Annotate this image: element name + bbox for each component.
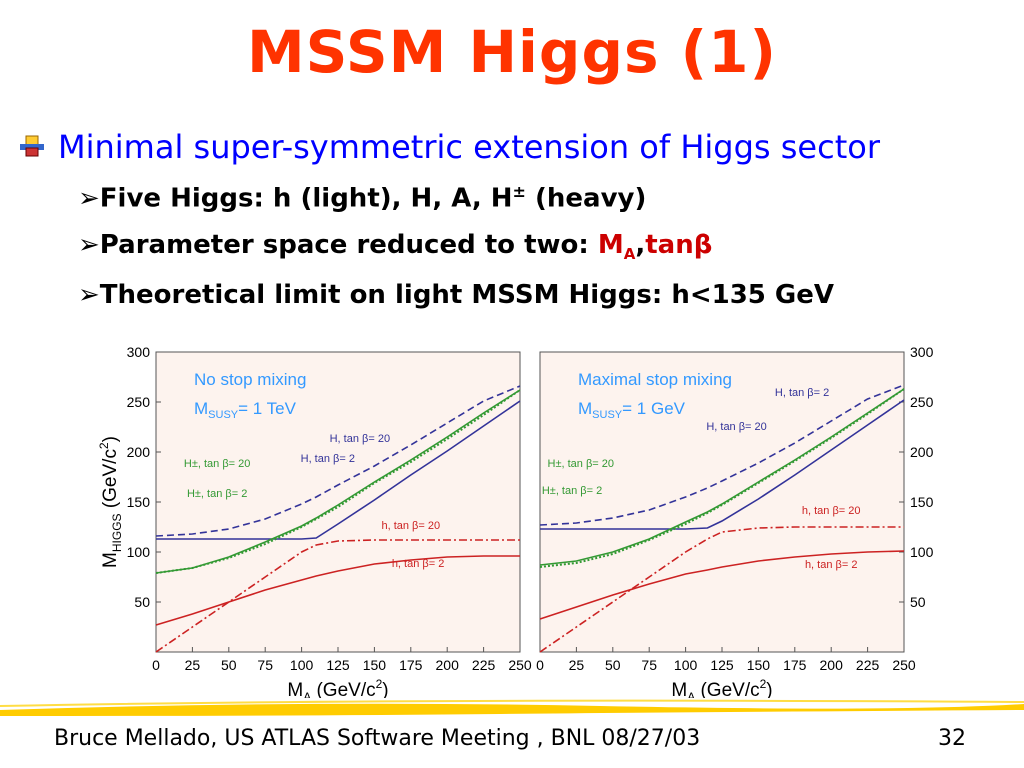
x-tick-label: 75: [257, 657, 273, 673]
x-tick-label: 50: [605, 657, 621, 673]
x-axis-label: MA (GeV/c2): [287, 677, 388, 698]
chart-panel-2: 0 25 50 75 100 125 150 175 200 225 250 50 100 150 200 2…: [536, 344, 933, 698]
series-line-6: [155, 389, 521, 574]
x-tick-label: 0: [536, 657, 544, 673]
subbullet-theoretical-limit: ➢Theoretical limit on light MSSM Higgs: …: [78, 280, 834, 310]
y-tick-label: 200: [910, 444, 934, 460]
x-tick-label: 200: [820, 657, 844, 673]
y-tick-label: 250: [910, 394, 934, 410]
y-axis-label: MHIGGS (GeV/c2): [97, 436, 124, 568]
param-ma: M: [597, 230, 624, 260]
series-annotation: h, tan β= 2: [805, 559, 858, 571]
x-tick-label: 225: [472, 657, 496, 673]
x-tick-label: 125: [326, 657, 350, 673]
plot-area: [539, 351, 905, 653]
subbullet-text: Five Higgs: h (light), H, A, H: [99, 183, 513, 214]
x-tick-label: 50: [221, 657, 237, 673]
subbullet-tail: (heavy): [525, 183, 647, 214]
series-annotation: H, tan β= 2: [775, 387, 829, 399]
subbullet-text: Parameter space reduced to two:: [99, 230, 598, 260]
arrow-bullet-icon: ➢: [78, 183, 100, 214]
y-tick-label: 50: [134, 594, 150, 610]
x-tick-label: 25: [185, 657, 201, 673]
y-tick-label: 150: [910, 494, 934, 510]
x-tick-label: 125: [710, 657, 734, 673]
x-tick-label: 150: [363, 657, 387, 673]
decorative-swoosh: [0, 699, 1024, 716]
footer-text: Bruce Mellado, US ATLAS Software Meeting…: [54, 726, 701, 751]
series-line-4: [539, 550, 905, 620]
param-comma: ,: [635, 230, 646, 260]
arrow-bullet-icon: ➢: [78, 230, 100, 260]
x-tick-label: 100: [674, 657, 698, 673]
panel-title: Maximal stop mixing: [578, 370, 732, 389]
x-tick-label: 25: [569, 657, 585, 673]
bullet-cube-icon: [20, 135, 44, 157]
x-tick-label: 100: [290, 657, 314, 673]
bullet-list: Minimal super-symmetric extension of Hig…: [0, 0, 1024, 340]
series-annotation: h, tan β= 2: [392, 558, 445, 570]
x-tick-label: 175: [783, 657, 807, 673]
y-tick-label: 150: [127, 494, 151, 510]
x-tick-label: 75: [641, 657, 657, 673]
series-line-3: [539, 526, 904, 653]
series-annotation: H±, tan β= 2: [187, 488, 247, 500]
subbullet-text: Theoretical limit on light MSSM Higgs: h…: [99, 280, 835, 310]
y-tick-label: 100: [127, 544, 151, 560]
series-line-1: [540, 399, 905, 530]
series-annotation: H±, tan β= 2: [542, 485, 602, 497]
subbullet-parameter-space: ➢Parameter space reduced to two: MA,tanβ: [78, 230, 712, 263]
series-line-2: [539, 384, 905, 526]
arrow-bullet-icon: ➢: [78, 280, 100, 310]
series-line-6: [539, 388, 905, 566]
slide-title: MSSM Higgs (1): [246, 18, 778, 86]
series-annotation: H, tan β= 20: [706, 421, 766, 433]
x-tick-label: 150: [747, 657, 771, 673]
x-tick-label: 200: [436, 657, 460, 673]
series-line-5: [539, 388, 905, 568]
y-tick-label: 250: [127, 394, 151, 410]
chart-panel-1: 0 25 50 75 100 125 150 175 200 225 250 50 100 150 200 2…: [97, 344, 532, 698]
bullet-main: Minimal super-symmetric extension of Hig…: [58, 128, 880, 166]
y-tick-label: 50: [910, 594, 926, 610]
x-tick-label: 0: [152, 657, 160, 673]
x-tick-label: 175: [399, 657, 423, 673]
series-annotation: h, tan β= 20: [381, 520, 440, 532]
x-tick-label: 250: [508, 657, 532, 673]
y-tick-label: 200: [127, 444, 151, 460]
y-tick-label: 300: [910, 344, 934, 360]
y-tick-label: 100: [910, 544, 934, 560]
panel-subtitle: MSUSY= 1 GeV: [578, 399, 686, 421]
x-axis-label: MA (GeV/c2): [671, 677, 772, 698]
series-line-4: [155, 555, 520, 626]
plot-area: [155, 351, 521, 653]
series-line-2: [155, 385, 521, 537]
y-tick-label: 300: [127, 344, 151, 360]
x-tick-label: 250: [892, 657, 916, 673]
higgs-mass-charts: 0 25 50 75 100 125 150 175 200 225 250501001502002…: [97, 344, 934, 698]
x-tick-label: 225: [856, 657, 880, 673]
series-line-3: [155, 539, 520, 653]
series-line-1: [156, 400, 521, 540]
series-annotation: H±, tan β= 20: [548, 458, 614, 470]
param-ma-sub: A: [623, 245, 636, 264]
panel-title: No stop mixing: [194, 370, 306, 389]
series-annotation: H, tan β= 20: [330, 433, 390, 445]
series-annotation: H±, tan β= 20: [184, 458, 250, 470]
subbullet-five-higgs: ➢Five Higgs: h (light), H, A, H± (heavy): [78, 182, 646, 214]
series-annotation: H, tan β= 2: [301, 453, 355, 465]
series-annotation: h, tan β= 20: [802, 505, 861, 517]
page-number: 32: [938, 726, 966, 751]
param-tanbeta: tanβ: [645, 230, 713, 260]
panel-subtitle: MSUSY= 1 TeV: [194, 399, 297, 421]
pm-symbol: ±: [512, 182, 526, 201]
